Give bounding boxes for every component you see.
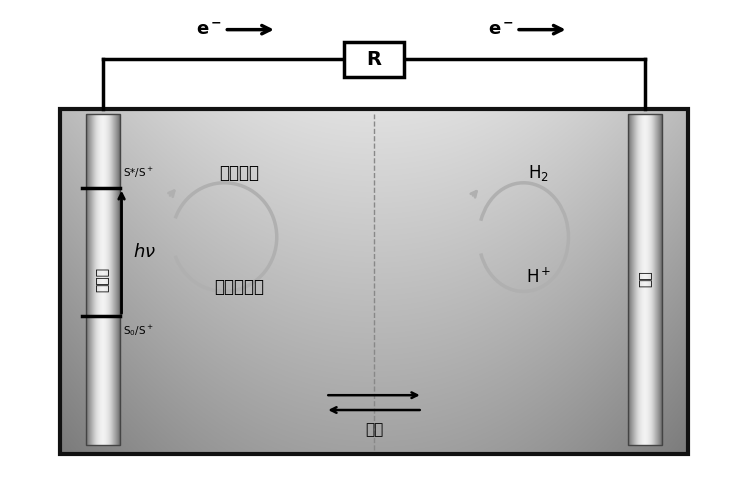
Bar [60, 109, 688, 454]
Text: S$_0$/S$^+$: S$_0$/S$^+$ [123, 324, 154, 338]
Text: H$_2$: H$_2$ [528, 163, 549, 183]
Bar [628, 114, 662, 445]
Text: R: R [367, 50, 381, 69]
Bar [344, 42, 404, 77]
Text: 阴极: 阴极 [638, 271, 652, 288]
Bar [86, 114, 120, 445]
Text: 氧化态燃料: 氧化态燃料 [215, 278, 264, 295]
Text: 离子: 离子 [365, 422, 383, 437]
Text: 燃料物质: 燃料物质 [219, 164, 260, 182]
Text: $h\nu$: $h\nu$ [132, 243, 156, 261]
Text: $\mathbf{e^-}$: $\mathbf{e^-}$ [488, 21, 514, 39]
Text: H$^+$: H$^+$ [526, 267, 551, 287]
Text: 光阳极: 光阳极 [96, 267, 110, 291]
Text: S*/S$^+$: S*/S$^+$ [123, 166, 154, 180]
Text: $\mathbf{e^-}$: $\mathbf{e^-}$ [197, 21, 222, 39]
